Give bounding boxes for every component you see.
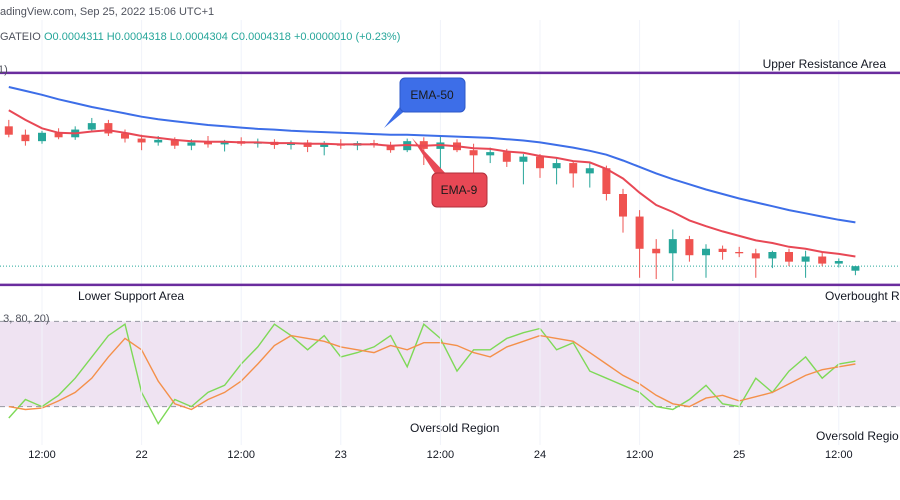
candle-body — [602, 168, 611, 194]
candle-body — [569, 163, 578, 174]
x-tick-label: 12:00 — [427, 449, 455, 461]
candle-body — [585, 168, 594, 174]
x-tick-label: 12:00 — [28, 449, 56, 461]
candle-body — [818, 256, 827, 264]
indicator-label: 1) — [0, 64, 8, 76]
candle-body — [552, 163, 561, 169]
candle-body — [652, 248, 661, 254]
x-tick-label: 12:00 — [626, 449, 654, 461]
callout-label: EMA-50 — [410, 88, 454, 102]
candle-body — [204, 142, 212, 145]
callout-label: EMA-9 — [441, 183, 478, 197]
ohlc-header: O0.0004311 H0.0004318 L0.0004304 C0.0004… — [44, 31, 400, 43]
annotation: Oversold Regio — [816, 429, 899, 443]
candle-body — [502, 152, 511, 162]
callout-box — [431, 172, 488, 208]
source-header: adingView.com, Sep 25, 2022 15:06 UTC+1 — [0, 6, 214, 18]
candle-body — [801, 256, 810, 262]
exchange: GATEIO — [0, 31, 41, 43]
candle-body — [154, 139, 163, 143]
candle-body — [54, 132, 63, 138]
x-tick-label: 12:00 — [227, 449, 255, 461]
candle-body — [785, 252, 793, 262]
x-tick-label: 24 — [534, 449, 546, 461]
candle-body — [386, 145, 395, 151]
candle-body — [519, 156, 528, 162]
candle-body — [320, 143, 329, 147]
x-tick-label: 25 — [733, 449, 745, 461]
annotation: Overbought Re — [825, 289, 900, 303]
ema-line — [8, 86, 856, 224]
candle-body — [87, 123, 96, 130]
ema-line — [8, 109, 856, 258]
candle-body — [635, 216, 644, 249]
candle-body — [619, 194, 627, 217]
candle-body — [469, 150, 478, 156]
candle-body — [38, 132, 46, 142]
x-tick-label: 22 — [135, 449, 147, 461]
candle-body — [702, 248, 710, 256]
candle-body — [104, 123, 113, 134]
candle-body — [21, 134, 30, 142]
x-tick-label: 23 — [335, 449, 347, 461]
candle-body — [718, 248, 727, 252]
annotation: Upper Resistance Area — [763, 57, 887, 71]
candle-body — [751, 253, 760, 259]
candle-body — [685, 239, 694, 256]
stoch-line — [8, 334, 856, 411]
candle-body — [4, 126, 13, 135]
candle-body — [187, 142, 196, 146]
candle-body — [851, 266, 860, 271]
candle-body — [735, 252, 744, 254]
candle-body — [170, 139, 179, 146]
candle-body — [834, 261, 843, 264]
candle-body — [137, 138, 146, 143]
stoch-line — [8, 323, 856, 426]
level-band — [0, 321, 900, 407]
x-tick-label: 12:00 — [825, 449, 853, 461]
stoch-label: , 3, 80, 20) — [0, 313, 50, 325]
candle-body — [486, 152, 495, 156]
candle-body — [121, 133, 129, 139]
callout-box — [399, 77, 466, 113]
candle-body — [536, 156, 544, 169]
annotation: Lower Support Area — [78, 289, 184, 303]
annotation: Oversold Region — [410, 421, 499, 435]
candle-body — [668, 239, 677, 254]
candle-body — [768, 252, 777, 259]
callout-pointer — [412, 138, 450, 178]
